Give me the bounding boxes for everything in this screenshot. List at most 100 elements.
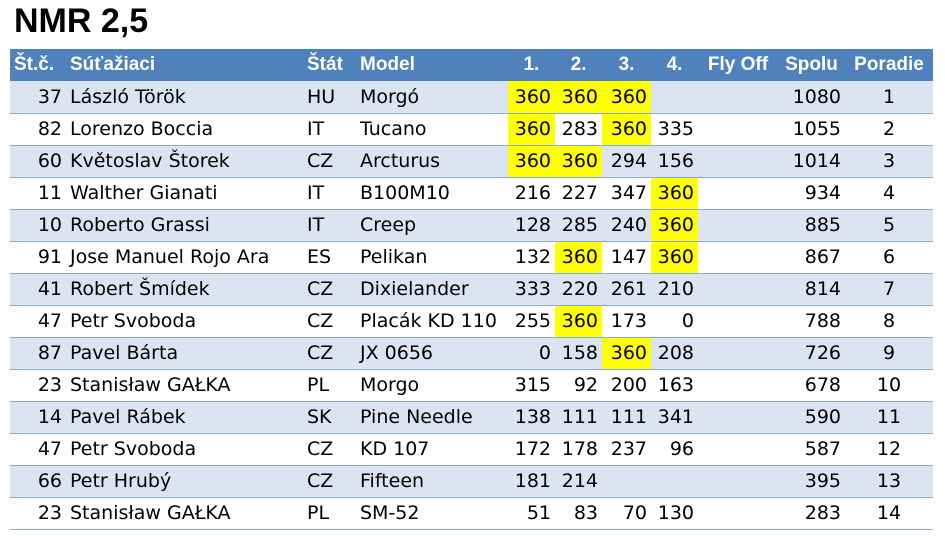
cell-round-1: 315 [508, 369, 555, 402]
cell-model: Morgó [356, 81, 508, 114]
cell-round-1: 128 [508, 209, 555, 242]
cell-round-2: 285 [555, 209, 602, 242]
cell-round-1: 181 [508, 465, 555, 498]
cell-round-3: 200 [602, 369, 651, 402]
cell-competitor: Květoslav Štorek [66, 145, 303, 178]
cell-round-2: 111 [555, 401, 602, 434]
page-title: NMR 2,5 [14, 2, 149, 40]
cell-total: 934 [778, 177, 845, 210]
cell-flyoff [698, 81, 778, 114]
cell-rank: 10 [845, 369, 933, 402]
cell-round-4 [651, 81, 698, 114]
cell-total: 867 [778, 241, 845, 274]
table-row: 10 Roberto Grassi IT Creep 128 285 240 360 885 5 [10, 209, 933, 242]
cell-total: 678 [778, 369, 845, 402]
cell-rank: 7 [845, 273, 933, 306]
cell-round-3: 173 [602, 305, 651, 338]
cell-total: 885 [778, 209, 845, 242]
cell-state: CZ [303, 465, 356, 498]
cell-total: 283 [778, 497, 845, 530]
cell-competitor: Walther Gianati [66, 177, 303, 210]
cell-total: 587 [778, 433, 845, 466]
table-row: 47 Petr Svoboda CZ KD 107 172 178 237 96 587 12 [10, 433, 933, 466]
table-row: 60 Květoslav Štorek CZ Arcturus 360 360 294 156… [10, 145, 933, 178]
cell-round-4: 208 [651, 337, 698, 370]
cell-model: Pine Needle [356, 401, 508, 434]
header-state: Štát [303, 49, 356, 81]
cell-round-2: 92 [555, 369, 602, 402]
cell-competitor: Lorenzo Boccia [66, 113, 303, 146]
cell-model: JX 0656 [356, 337, 508, 370]
cell-round-1: 172 [508, 433, 555, 466]
cell-model: Tucano [356, 113, 508, 146]
cell-round-2: 214 [555, 465, 602, 498]
table-row: 14 Pavel Rábek SK Pine Needle 138 111 111 341 59… [10, 401, 933, 434]
table-row: 11 Walther Gianati IT B100M10 216 227 347 360 93… [10, 177, 933, 210]
cell-number: 82 [10, 113, 66, 146]
cell-round-2: 178 [555, 433, 602, 466]
cell-total: 726 [778, 337, 845, 370]
cell-competitor: Robert Šmídek [66, 273, 303, 306]
cell-round-3: 347 [602, 177, 651, 210]
table-row: 23 Stanisław GAŁKA PL Morgo 315 92 200 163 678 10 [10, 369, 933, 402]
cell-rank: 4 [845, 177, 933, 210]
cell-round-1: 138 [508, 401, 555, 434]
cell-round-4: 360 [651, 209, 698, 242]
cell-round-1: 360 [508, 81, 555, 114]
cell-model: KD 107 [356, 433, 508, 466]
cell-number: 10 [10, 209, 66, 242]
cell-round-1: 360 [508, 113, 555, 146]
cell-number: 37 [10, 81, 66, 114]
table-row: 87 Pavel Bárta CZ JX 0656 0 158 360 208 726 9 [10, 337, 933, 370]
cell-round-2: 360 [555, 145, 602, 178]
cell-number: 47 [10, 305, 66, 338]
cell-rank: 13 [845, 465, 933, 498]
results-table: Št.č. Súťažiaci Štát Model 1. 2. 3. 4. F… [10, 49, 933, 530]
cell-rank: 9 [845, 337, 933, 370]
cell-state: PL [303, 369, 356, 402]
cell-rank: 2 [845, 113, 933, 146]
cell-state: CZ [303, 337, 356, 370]
cell-total: 1055 [778, 113, 845, 146]
header-total: Spolu [778, 49, 845, 81]
cell-round-1: 51 [508, 497, 555, 530]
cell-competitor: Pavel Rábek [66, 401, 303, 434]
cell-number: 87 [10, 337, 66, 370]
cell-rank: 1 [845, 81, 933, 114]
cell-flyoff [698, 433, 778, 466]
results-body: 37 László Török HU Morgó 360 360 360 1080 1 82 Lor… [10, 81, 933, 530]
cell-round-2: 220 [555, 273, 602, 306]
cell-state: CZ [303, 273, 356, 306]
cell-flyoff [698, 145, 778, 178]
cell-model: SM-52 [356, 497, 508, 530]
cell-state: IT [303, 113, 356, 146]
cell-flyoff [698, 497, 778, 530]
cell-state: HU [303, 81, 356, 114]
cell-rank: 6 [845, 241, 933, 274]
header-round-1: 1. [508, 49, 555, 81]
cell-round-3: 360 [602, 113, 651, 146]
cell-number: 23 [10, 369, 66, 402]
cell-round-4: 163 [651, 369, 698, 402]
cell-model: Creep [356, 209, 508, 242]
cell-competitor: Pavel Bárta [66, 337, 303, 370]
cell-flyoff [698, 113, 778, 146]
cell-competitor: Stanisław GAŁKA [66, 369, 303, 402]
cell-total: 1014 [778, 145, 845, 178]
table-row: 23 Stanisław GAŁKA PL SM-52 51 83 70 130 283 14 [10, 497, 933, 530]
cell-round-2: 360 [555, 241, 602, 274]
cell-round-3: 360 [602, 337, 651, 370]
cell-round-4: 96 [651, 433, 698, 466]
cell-competitor: Stanisław GAŁKA [66, 497, 303, 530]
cell-round-4 [651, 465, 698, 498]
cell-flyoff [698, 241, 778, 274]
cell-round-4: 360 [651, 241, 698, 274]
cell-round-4: 335 [651, 113, 698, 146]
cell-round-2: 83 [555, 497, 602, 530]
cell-rank: 5 [845, 209, 933, 242]
cell-rank: 14 [845, 497, 933, 530]
cell-flyoff [698, 465, 778, 498]
cell-competitor: László Török [66, 81, 303, 114]
cell-round-4: 360 [651, 177, 698, 210]
cell-number: 60 [10, 145, 66, 178]
